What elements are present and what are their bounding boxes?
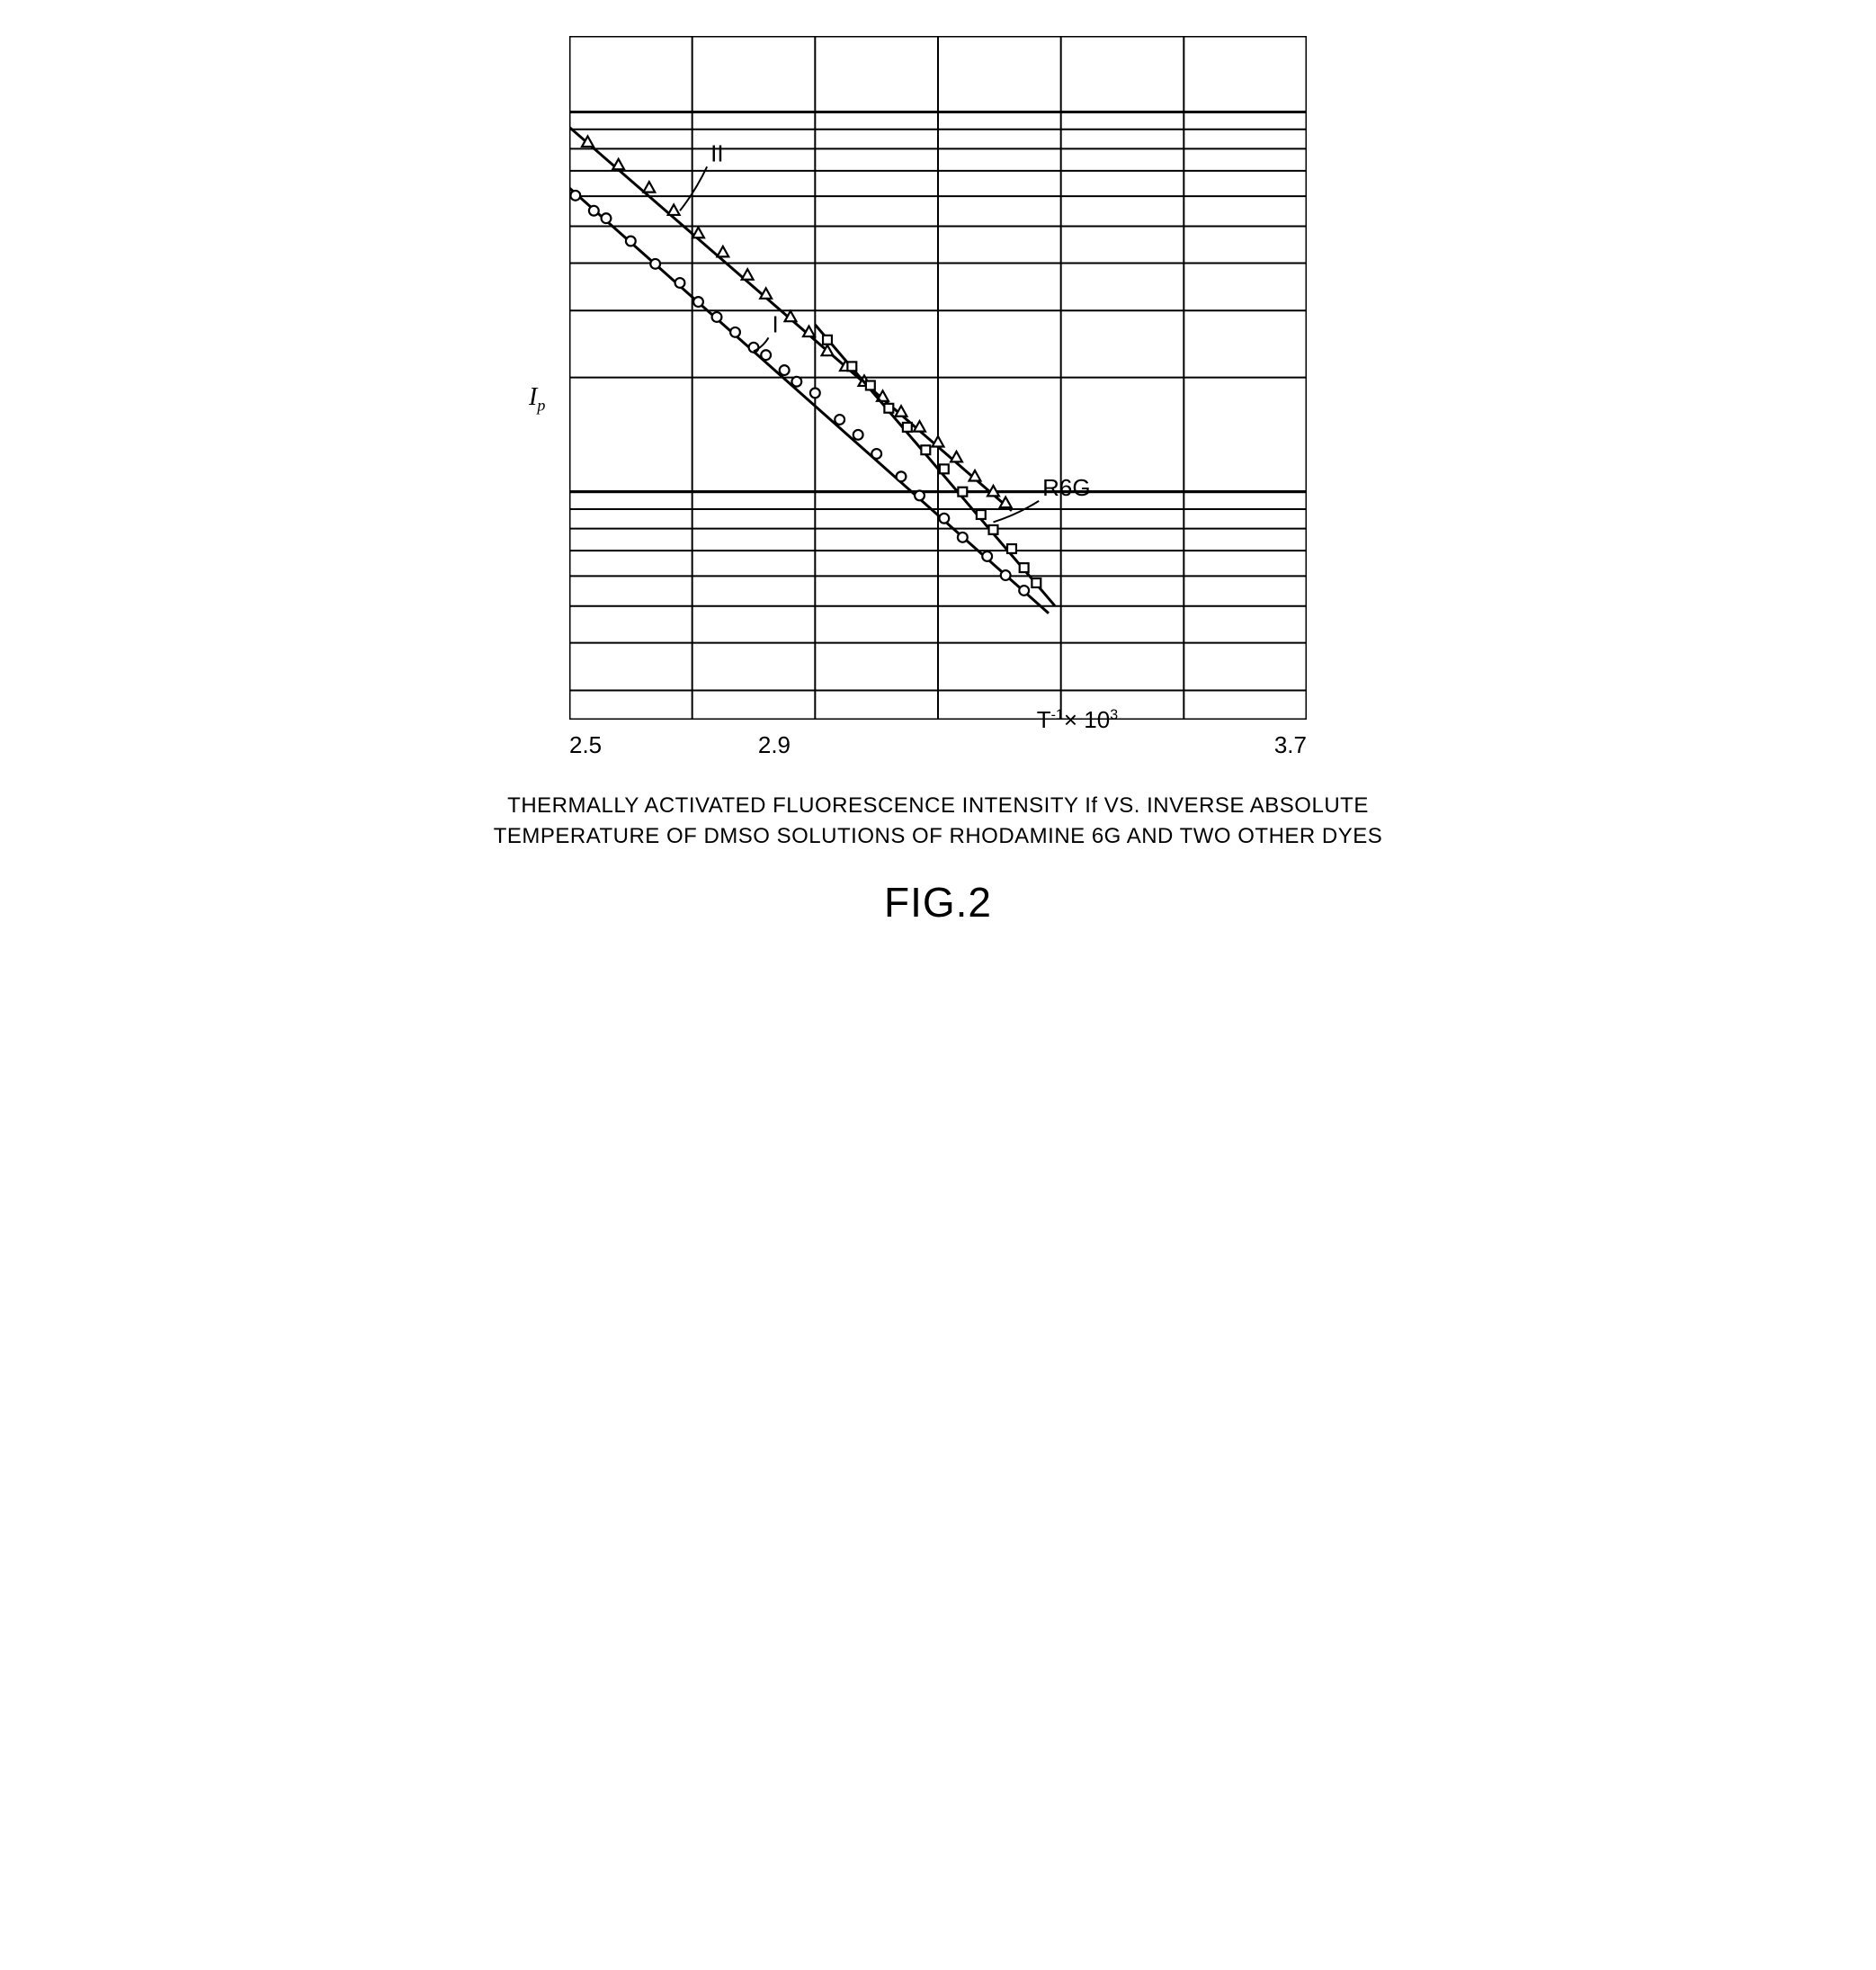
x-tick-0: 2.5 — [569, 731, 602, 759]
x-tick-1: 2.9 — [758, 731, 791, 759]
figure-caption: THERMALLY ACTIVATED FLUORESCENCE INTENSI… — [494, 791, 1383, 851]
x-tick-3: 3.7 — [1274, 731, 1307, 759]
svg-text:R6G: R6G — [1042, 474, 1090, 501]
caption-line-2: TEMPERATURE OF DMSO SOLUTIONS OF RHODAMI… — [494, 824, 1383, 848]
x-axis-label: T-1× 103 — [1037, 706, 1118, 759]
chart-container: Ip IIIR6G 2.5 2.9 T-1× 103 3.7 — [569, 36, 1307, 759]
x-axis-ticks: 2.5 2.9 T-1× 103 3.7 — [569, 731, 1307, 759]
fluorescence-chart: IIIR6G — [569, 36, 1307, 720]
caption-line-1: THERMALLY ACTIVATED FLUORESCENCE INTENSI… — [507, 793, 1369, 818]
y-axis-label: Ip — [529, 383, 545, 416]
figure-number: FIG.2 — [884, 878, 992, 927]
svg-text:I: I — [773, 310, 779, 337]
svg-text:II: II — [710, 139, 723, 166]
